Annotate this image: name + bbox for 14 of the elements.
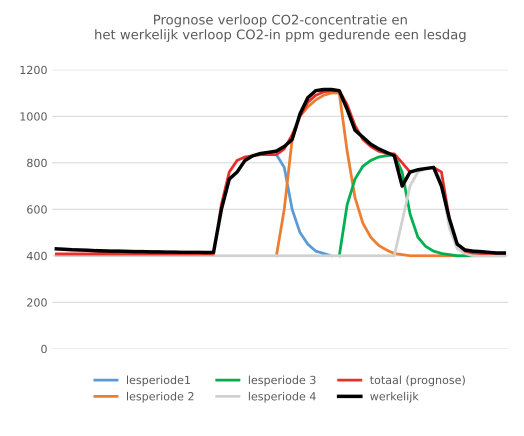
chart-title: Prognose verloop CO2-concentratie en het werkelijk verloop CO2-in ppm gedurende een lesdag	[95, 14, 466, 42]
legend-label: lesperiode 2	[127, 392, 194, 403]
legend-label: lesperiode1	[127, 376, 190, 386]
legend-label: lesperiode 4	[248, 392, 316, 403]
y-tick-label: 200	[27, 298, 47, 307]
legend-label: lesperiode 3	[248, 376, 316, 386]
y-tick-label: 1000	[20, 112, 47, 121]
legend-label: totaal (prognose)	[370, 376, 465, 386]
y-tick-label: 600	[27, 205, 47, 214]
y-tick-label: 800	[27, 158, 47, 168]
y-tick-label: 1200	[20, 66, 47, 74]
y-tick-label: 400	[26, 252, 47, 260]
legend-label: werkelijk	[370, 392, 419, 403]
y-tick-label: 0	[41, 344, 47, 354]
